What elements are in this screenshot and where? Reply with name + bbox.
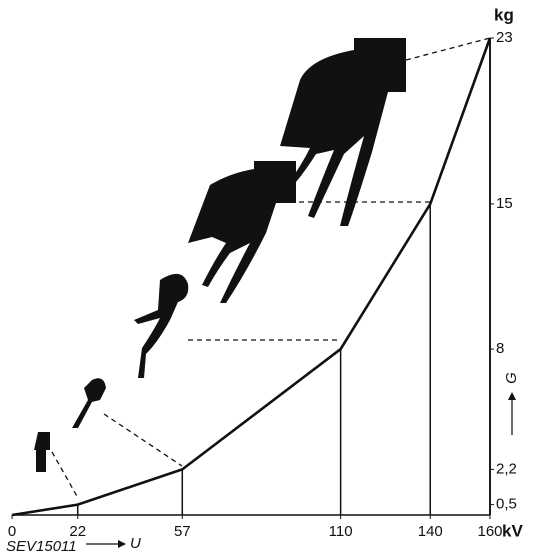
apparatus-drawings — [34, 38, 490, 498]
x-tick-label: 110 — [329, 523, 353, 540]
y-unit: kg — [494, 5, 514, 24]
x-label: U — [130, 535, 141, 552]
x-tick-label: 57 — [174, 523, 191, 540]
y-arrow-head — [508, 392, 516, 400]
x-tick-label: 140 — [418, 523, 443, 540]
chart: 022571101401600,52,281523kVkgUGSEV15011 — [0, 0, 533, 553]
x-arrow-head — [118, 540, 126, 548]
y-tick-label: 15 — [496, 195, 513, 212]
y-tick-label: 0,5 — [496, 496, 517, 513]
y-tick-label: 2,2 — [496, 460, 517, 477]
note: SEV15011 — [6, 538, 77, 553]
y-label: G — [503, 372, 520, 384]
data-line — [12, 38, 490, 515]
y-tick-label: 8 — [496, 340, 504, 357]
y-tick-label: 23 — [496, 29, 513, 46]
x-tick-label: 160 — [477, 523, 502, 540]
x-unit: kV — [502, 521, 523, 540]
